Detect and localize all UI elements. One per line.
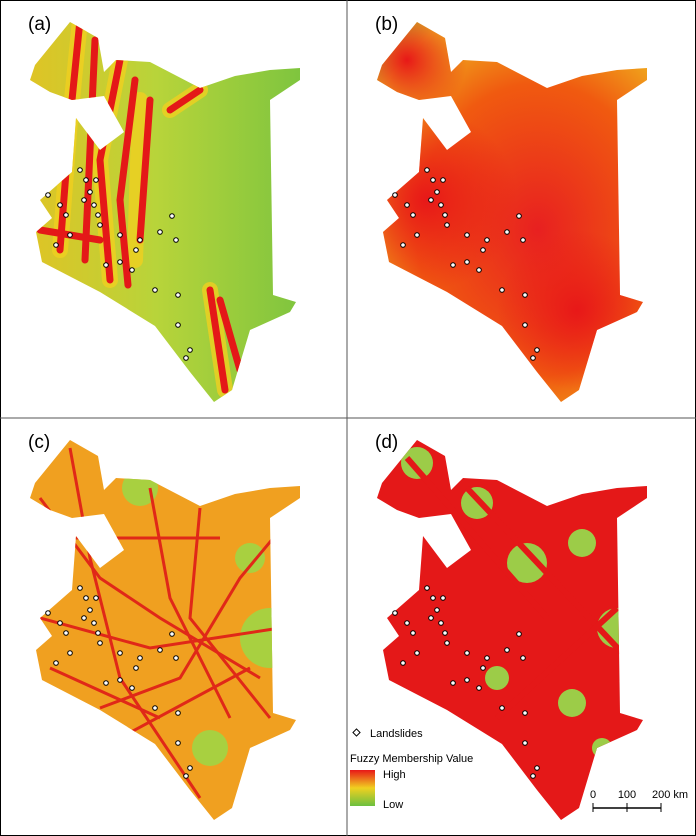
scale-bar: 0 100 200 km xyxy=(590,789,688,812)
panel-label: (a) xyxy=(28,14,51,35)
legend-label: Low xyxy=(383,799,403,811)
scale-label: 200 km xyxy=(652,789,688,801)
map-panel: (c) xyxy=(28,432,300,820)
panel-label: (d) xyxy=(375,432,398,453)
map-panel: (a) xyxy=(28,14,300,402)
panel-label: (c) xyxy=(28,432,50,453)
scale-label: 0 xyxy=(590,789,596,801)
panel-label: (b) xyxy=(375,14,398,35)
legend-label: Landslides xyxy=(370,728,423,740)
color-ramp xyxy=(350,770,375,806)
legend-title: Fuzzy Membership Value xyxy=(350,753,473,765)
scale-label: 100 xyxy=(618,789,636,801)
landslide-symbol xyxy=(352,728,361,737)
map-panel: (b) xyxy=(375,14,647,402)
legend-label: High xyxy=(383,769,406,781)
legend: Landslides Fuzzy Membership Value High L… xyxy=(350,728,473,811)
